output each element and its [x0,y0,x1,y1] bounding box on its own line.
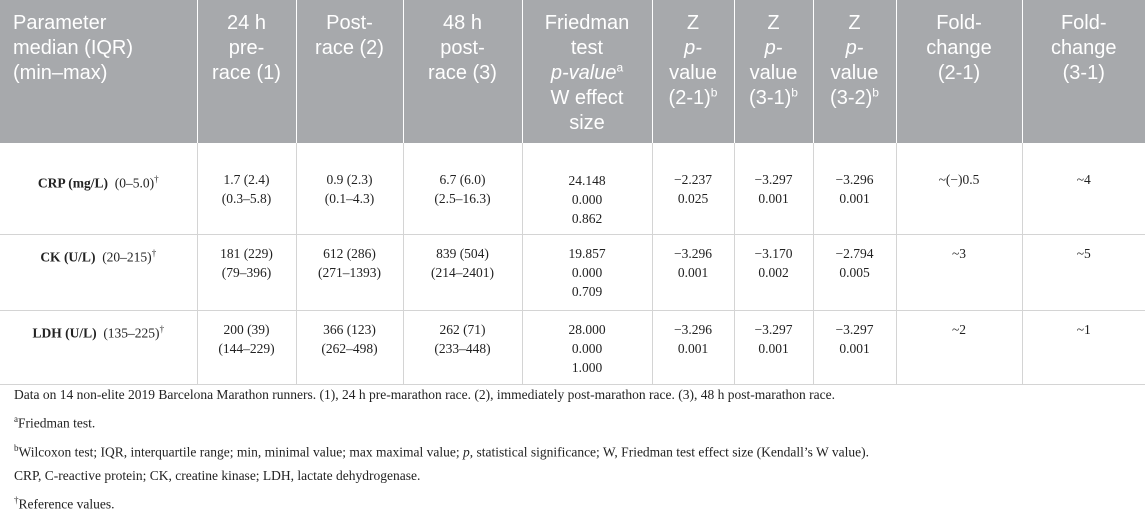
footnote-b: bWilcoxon test; IQR, interquartile range… [14,442,869,460]
fold-change-3-1-cell: ~4 [1022,143,1145,235]
z-2-1-cell: −3.296 0.001 [652,234,735,311]
param-cell: CRP (mg/L) (0–5.0)† [0,143,198,235]
param-cell: CK (U/L) (20–215)† [0,234,198,311]
header-48h-post: 48 h post-race (3) [403,0,523,143]
z-3-1-cell: −3.297 0.001 [734,310,814,385]
z-2-1-cell: −3.296 0.001 [652,310,735,385]
param-cell: LDH (U/L) (135–225)† [0,310,198,385]
fold-change-2-1-cell: ~3 [896,234,1023,311]
z-3-1-cell: −3.297 0.001 [734,143,814,235]
header-fold-change-2-1: Fold-change (2-1) [896,0,1023,143]
post-race-cell: 0.9 (2.3) (0.1–4.3) [296,143,404,235]
z-3-2-cell: −3.296 0.001 [813,143,897,235]
z-3-2-cell: −2.794 0.005 [813,234,897,311]
footnote-abbreviations: CRP, C-reactive protein; CK, creatine ki… [14,468,421,483]
table-row-crp: CRP (mg/L) (0–5.0)† 1.7 (2.4) (0.3–5.8) 0… [0,143,1145,235]
results-table: Parameter median (IQR) (min–max) 24 h pre-r… [0,0,1145,385]
post-48h-cell: 262 (71) (233–448) [403,310,523,385]
fold-change-2-1-cell: ~2 [896,310,1023,385]
fold-change-3-1-cell: ~5 [1022,234,1145,311]
table-row-ldh: LDH (U/L) (135–225)† 200 (39) (144–229) 3… [0,310,1145,385]
post-48h-cell: 839 (504) (214–2401) [403,234,523,311]
z-3-1-cell: −3.170 0.002 [734,234,814,311]
z-2-1-cell: −2.237 0.025 [652,143,735,235]
header-24h-pre: 24 h pre-race (1) [197,0,297,143]
header-parameter: Parameter median (IQR) (min–max) [0,0,198,143]
header-fold-change-3-1: Fold-change (3-1) [1022,0,1145,143]
post-48h-cell: 6.7 (6.0) (2.5–16.3) [403,143,523,235]
pre-race-cell: 1.7 (2.4) (0.3–5.8) [197,143,297,235]
footnote-dagger: †Reference values. [14,495,115,512]
footnote-a: aFriedman test. [14,414,96,431]
table-row-ck: CK (U/L) (20–215)† 181 (229) (79–396) 612… [0,234,1145,311]
header-row: Parameter median (IQR) (min–max) 24 h pre-r… [0,0,1145,143]
fold-change-2-1-cell: ~(−)0.5 [896,143,1023,235]
pre-race-cell: 200 (39) (144–229) [197,310,297,385]
friedman-cell: 19.857 0.000 0.709 [522,234,653,311]
header-friedman: Friedman test p-valuea W effect size [522,0,653,143]
footnote-data: Data on 14 non-elite 2019 Barcelona Mara… [14,387,835,402]
table-footnotes: Data on 14 non-elite 2019 Barcelona Mara… [14,383,869,517]
friedman-cell: 28.000 0.000 1.000 [522,310,653,385]
fold-change-3-1-cell: ~1 [1022,310,1145,385]
z-3-2-cell: −3.297 0.001 [813,310,897,385]
friedman-cell: 24.148 0.000 0.862 [522,143,653,235]
post-race-cell: 366 (123) (262–498) [296,310,404,385]
pre-race-cell: 181 (229) (79–396) [197,234,297,311]
header-post-race: Post-race (2) [296,0,404,143]
post-race-cell: 612 (286) (271–1393) [296,234,404,311]
